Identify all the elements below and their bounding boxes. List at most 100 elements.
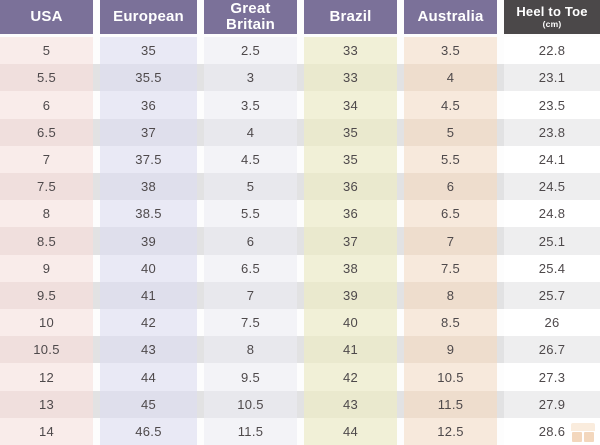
table-cell: 24.5 — [504, 173, 600, 201]
table-body: 5 35 2.5 33 3.5 22.8 5.5 35.5 3 33 4 23.1 6 36 3.5 34 4.… — [0, 37, 600, 445]
table-cell: 5 — [0, 37, 93, 65]
table-cell: 36 — [100, 91, 197, 119]
watermark-blocks — [572, 432, 594, 442]
table-row: 7.5 38 5 36 6 24.5 — [0, 173, 600, 201]
table-cell: 5 — [404, 118, 497, 146]
table-cell: 22.8 — [504, 37, 600, 65]
table-cell: 43 — [100, 336, 197, 364]
table-cell: 8.5 — [0, 227, 93, 255]
table-cell: 5.5 — [0, 64, 93, 92]
table-cell: 5 — [204, 173, 297, 201]
table-cell: 10.5 — [204, 390, 297, 418]
table-cell: 8 — [0, 200, 93, 228]
table-row: 13 45 10.5 43 11.5 27.9 — [0, 390, 600, 418]
table-cell: 7 — [204, 281, 297, 310]
table-cell: 7.5 — [0, 173, 93, 201]
table-cell: 40 — [304, 309, 397, 337]
table-cell: 4 — [404, 64, 497, 92]
table-cell: 8 — [404, 281, 497, 310]
table-cell: 24.8 — [504, 200, 600, 228]
table-cell: 7.5 — [204, 309, 297, 337]
table-row: 14 46.5 11.5 44 12.5 28.6 — [0, 417, 600, 445]
table-cell: 6 — [204, 227, 297, 255]
table-cell: 4 — [204, 118, 297, 146]
watermark-awning-shape — [571, 423, 595, 431]
table-cell: 5.5 — [404, 145, 497, 174]
table-cell: 9.5 — [0, 281, 93, 310]
table-cell: 4.5 — [204, 145, 297, 174]
column-header-usa: USA — [0, 0, 93, 34]
table-cell: 37.5 — [100, 145, 197, 174]
table-cell: 28.6 — [504, 417, 600, 445]
table-cell: 6.5 — [0, 118, 93, 146]
table-cell: 14 — [0, 417, 93, 445]
table-cell: 23.5 — [504, 91, 600, 119]
table-cell: 36 — [304, 173, 397, 201]
column-header-label: Great Britain — [226, 0, 275, 33]
table-cell: 42 — [304, 363, 397, 391]
table-cell: 33 — [304, 37, 397, 65]
table-row: 12 44 9.5 42 10.5 27.3 — [0, 363, 600, 391]
table-cell: 5.5 — [204, 200, 297, 228]
table-cell: 26 — [504, 309, 600, 337]
table-cell: 36 — [304, 200, 397, 228]
column-header-great-britain: Great Britain — [204, 0, 297, 34]
table-cell: 43 — [304, 390, 397, 418]
column-header-brazil: Brazil — [304, 0, 397, 34]
table-cell: 3.5 — [404, 37, 497, 65]
table-cell: 23.1 — [504, 64, 600, 92]
table-cell: 7.5 — [404, 254, 497, 282]
table-cell: 9.5 — [204, 363, 297, 391]
table-row: 8.5 39 6 37 7 25.1 — [0, 227, 600, 255]
table-cell: 27.9 — [504, 390, 600, 418]
table-header: USA European Great Britain Brazil Australia H… — [0, 0, 600, 34]
column-header-sublabel: (cm) — [542, 18, 562, 29]
table-cell: 13 — [0, 390, 93, 418]
table-cell: 9 — [0, 254, 93, 282]
table-cell: 38.5 — [100, 200, 197, 228]
table-row: 5 35 2.5 33 3.5 22.8 — [0, 37, 600, 65]
table-cell: 4.5 — [404, 91, 497, 119]
table-cell: 10.5 — [404, 363, 497, 391]
table-cell: 23.8 — [504, 118, 600, 146]
table-cell: 9 — [404, 336, 497, 364]
table-cell: 35 — [304, 145, 397, 174]
column-header-heel-to-toe: Heel to Toe (cm) — [504, 0, 600, 34]
table-cell: 7 — [404, 227, 497, 255]
table-cell: 8 — [204, 336, 297, 364]
table-cell: 7 — [0, 145, 93, 174]
table-row: 9 40 6.5 38 7.5 25.4 — [0, 254, 600, 282]
table-cell: 6.5 — [404, 200, 497, 228]
column-header-label: USA — [30, 8, 63, 26]
table-cell: 3 — [204, 64, 297, 92]
table-cell: 41 — [100, 281, 197, 310]
table-cell: 37 — [100, 118, 197, 146]
table-cell: 34 — [304, 91, 397, 119]
table-cell: 6 — [404, 173, 497, 201]
table-cell: 35 — [304, 118, 397, 146]
table-cell: 8.5 — [404, 309, 497, 337]
table-cell: 12.5 — [404, 417, 497, 445]
table-row: 5.5 35.5 3 33 4 23.1 — [0, 64, 600, 92]
table-cell: 11.5 — [404, 390, 497, 418]
table-cell: 10 — [0, 309, 93, 337]
table-row: 9.5 41 7 39 8 25.7 — [0, 281, 600, 310]
table-cell: 44 — [100, 363, 197, 391]
table-row: 6 36 3.5 34 4.5 23.5 — [0, 91, 600, 119]
table-cell: 2.5 — [204, 37, 297, 65]
column-header-australia: Australia — [404, 0, 497, 34]
table-cell: 33 — [304, 64, 397, 92]
table-cell: 11.5 — [204, 417, 297, 445]
table-cell: 25.7 — [504, 281, 600, 310]
table-cell: 25.1 — [504, 227, 600, 255]
table-row: 7 37.5 4.5 35 5.5 24.1 — [0, 145, 600, 174]
table-cell: 12 — [0, 363, 93, 391]
store-logo-watermark-icon — [569, 420, 597, 442]
table-cell: 24.1 — [504, 145, 600, 174]
table-cell: 44 — [304, 417, 397, 445]
table-cell: 27.3 — [504, 363, 600, 391]
table-cell: 45 — [100, 390, 197, 418]
table-cell: 42 — [100, 309, 197, 337]
column-header-european: European — [100, 0, 197, 34]
